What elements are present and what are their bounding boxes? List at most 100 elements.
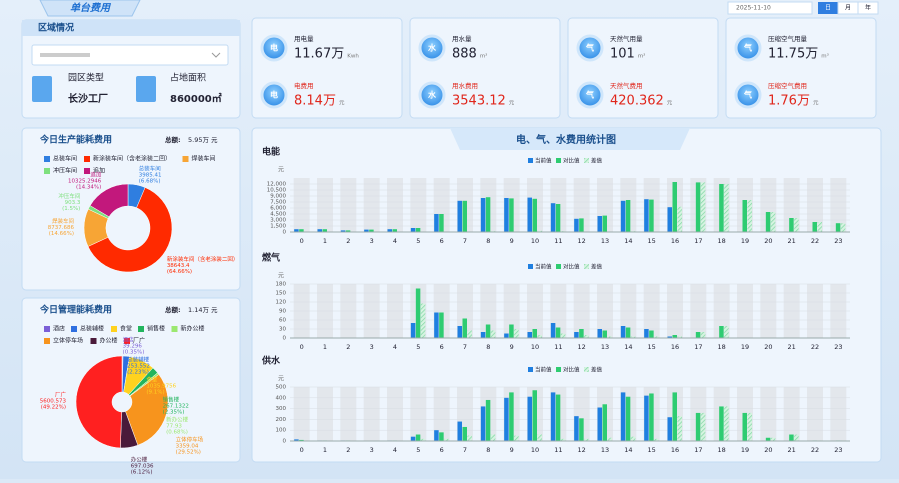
stat-unit: 元 bbox=[339, 100, 345, 107]
category-band bbox=[340, 178, 356, 232]
unit-label: 元 bbox=[278, 273, 284, 280]
bar bbox=[701, 182, 706, 232]
bar bbox=[486, 400, 491, 441]
bar bbox=[621, 392, 626, 441]
bar bbox=[579, 418, 584, 441]
x-tick-label: 18 bbox=[718, 446, 726, 454]
bar bbox=[724, 326, 729, 338]
panel-title: 区域情况 bbox=[38, 22, 74, 34]
slice-share: (1.5%) bbox=[62, 206, 80, 212]
bar bbox=[411, 323, 416, 338]
bar bbox=[678, 416, 683, 441]
legend-swatch bbox=[528, 264, 533, 269]
legend-label: 新涂装车间（含老涂装二回） bbox=[93, 155, 171, 163]
x-tick-label: 14 bbox=[624, 446, 632, 454]
legend-swatch bbox=[138, 326, 144, 332]
bar bbox=[509, 198, 513, 232]
total-label: 总额: bbox=[165, 305, 181, 314]
x-tick-label: 11 bbox=[554, 343, 562, 351]
bar bbox=[458, 326, 463, 338]
category-band bbox=[294, 387, 310, 441]
slice-share: (14.34%) bbox=[76, 185, 101, 191]
slice-label: 办公楼 bbox=[131, 456, 148, 464]
bar bbox=[481, 332, 486, 338]
bar bbox=[649, 200, 654, 232]
bar bbox=[468, 331, 473, 339]
icon-label: 电 bbox=[270, 90, 278, 100]
x-tick-label: 5 bbox=[416, 446, 420, 454]
category-band bbox=[807, 387, 823, 441]
bar bbox=[533, 390, 538, 441]
slice-label: 酒店 bbox=[123, 336, 135, 344]
x-tick-label: 11 bbox=[554, 446, 562, 454]
x-tick-label: 19 bbox=[741, 343, 749, 351]
bar bbox=[668, 207, 673, 232]
slice-share: (9.1%) bbox=[146, 390, 164, 396]
value: 860000㎡ bbox=[170, 92, 222, 105]
bar bbox=[481, 406, 486, 441]
stat-label: 压缩空气费用 bbox=[768, 81, 807, 90]
x-tick-label: 12 bbox=[578, 237, 586, 245]
x-tick-label: 23 bbox=[834, 237, 842, 245]
legend-swatch bbox=[44, 326, 50, 332]
unit-label: 元 bbox=[278, 376, 284, 383]
bar bbox=[719, 326, 724, 338]
stat-value: 888 bbox=[452, 47, 477, 62]
stat-value: 8.14万 bbox=[294, 94, 336, 109]
y-tick-label: 150 bbox=[276, 291, 287, 297]
y-tick-label: 0 bbox=[283, 230, 287, 236]
legend-label: 办公楼 bbox=[100, 337, 118, 345]
bar bbox=[458, 422, 463, 441]
y-tick-label: 9,000 bbox=[270, 194, 286, 200]
slice-share: (49.22%) bbox=[41, 404, 66, 410]
bar bbox=[468, 436, 473, 441]
bar bbox=[794, 218, 799, 232]
y-tick-label: 0 bbox=[283, 336, 287, 342]
x-tick-label: 8 bbox=[486, 446, 490, 454]
icon-label: 气 bbox=[743, 43, 752, 53]
legend-label: 冲压车间 bbox=[53, 167, 77, 175]
bar bbox=[789, 218, 794, 232]
legend-swatch bbox=[91, 338, 97, 344]
legend-swatch bbox=[584, 158, 589, 163]
icon-label: 水 bbox=[427, 43, 437, 53]
slice-label: 立体停车场 bbox=[176, 436, 204, 444]
x-tick-label: 14 bbox=[624, 237, 632, 245]
bar bbox=[574, 416, 579, 441]
slice-share: (0.35%) bbox=[123, 350, 145, 356]
legend-swatch bbox=[44, 156, 50, 162]
x-tick-label: 17 bbox=[694, 237, 702, 245]
bar bbox=[701, 332, 706, 338]
bar bbox=[668, 417, 673, 441]
icon-label: 水 bbox=[427, 90, 437, 100]
bar bbox=[533, 329, 538, 338]
bar bbox=[434, 214, 439, 232]
bar bbox=[766, 212, 771, 232]
bar bbox=[748, 413, 753, 441]
stat-label: 用水费用 bbox=[452, 81, 478, 90]
bar bbox=[603, 404, 608, 441]
x-tick-label: 12 bbox=[578, 343, 586, 351]
x-tick-label: 6 bbox=[440, 446, 444, 454]
slice-label: 追加 bbox=[90, 171, 101, 179]
slice-label: 销售楼 bbox=[163, 396, 180, 404]
legend-label: 当前值 bbox=[535, 366, 552, 374]
slice-label: 总装辅楼 bbox=[127, 356, 150, 364]
x-tick-label: 0 bbox=[300, 446, 304, 454]
legend-label: 差值 bbox=[591, 157, 603, 165]
slice-label: 总装车间 bbox=[139, 165, 161, 173]
x-tick-label: 12 bbox=[578, 446, 586, 454]
legend-label: 销售楼 bbox=[147, 325, 165, 333]
bar bbox=[491, 331, 496, 339]
x-tick-label: 19 bbox=[741, 237, 749, 245]
bar bbox=[463, 319, 468, 339]
stat-unit: 元 bbox=[813, 100, 819, 107]
bar bbox=[463, 427, 468, 441]
legend-label: 焊装车间 bbox=[192, 155, 216, 163]
x-tick-label: 6 bbox=[440, 237, 444, 245]
x-tick-label: 9 bbox=[510, 343, 514, 351]
bar bbox=[561, 334, 566, 339]
y-tick-label: 3,000 bbox=[270, 218, 286, 224]
slice-share: (0.68%) bbox=[166, 430, 188, 436]
